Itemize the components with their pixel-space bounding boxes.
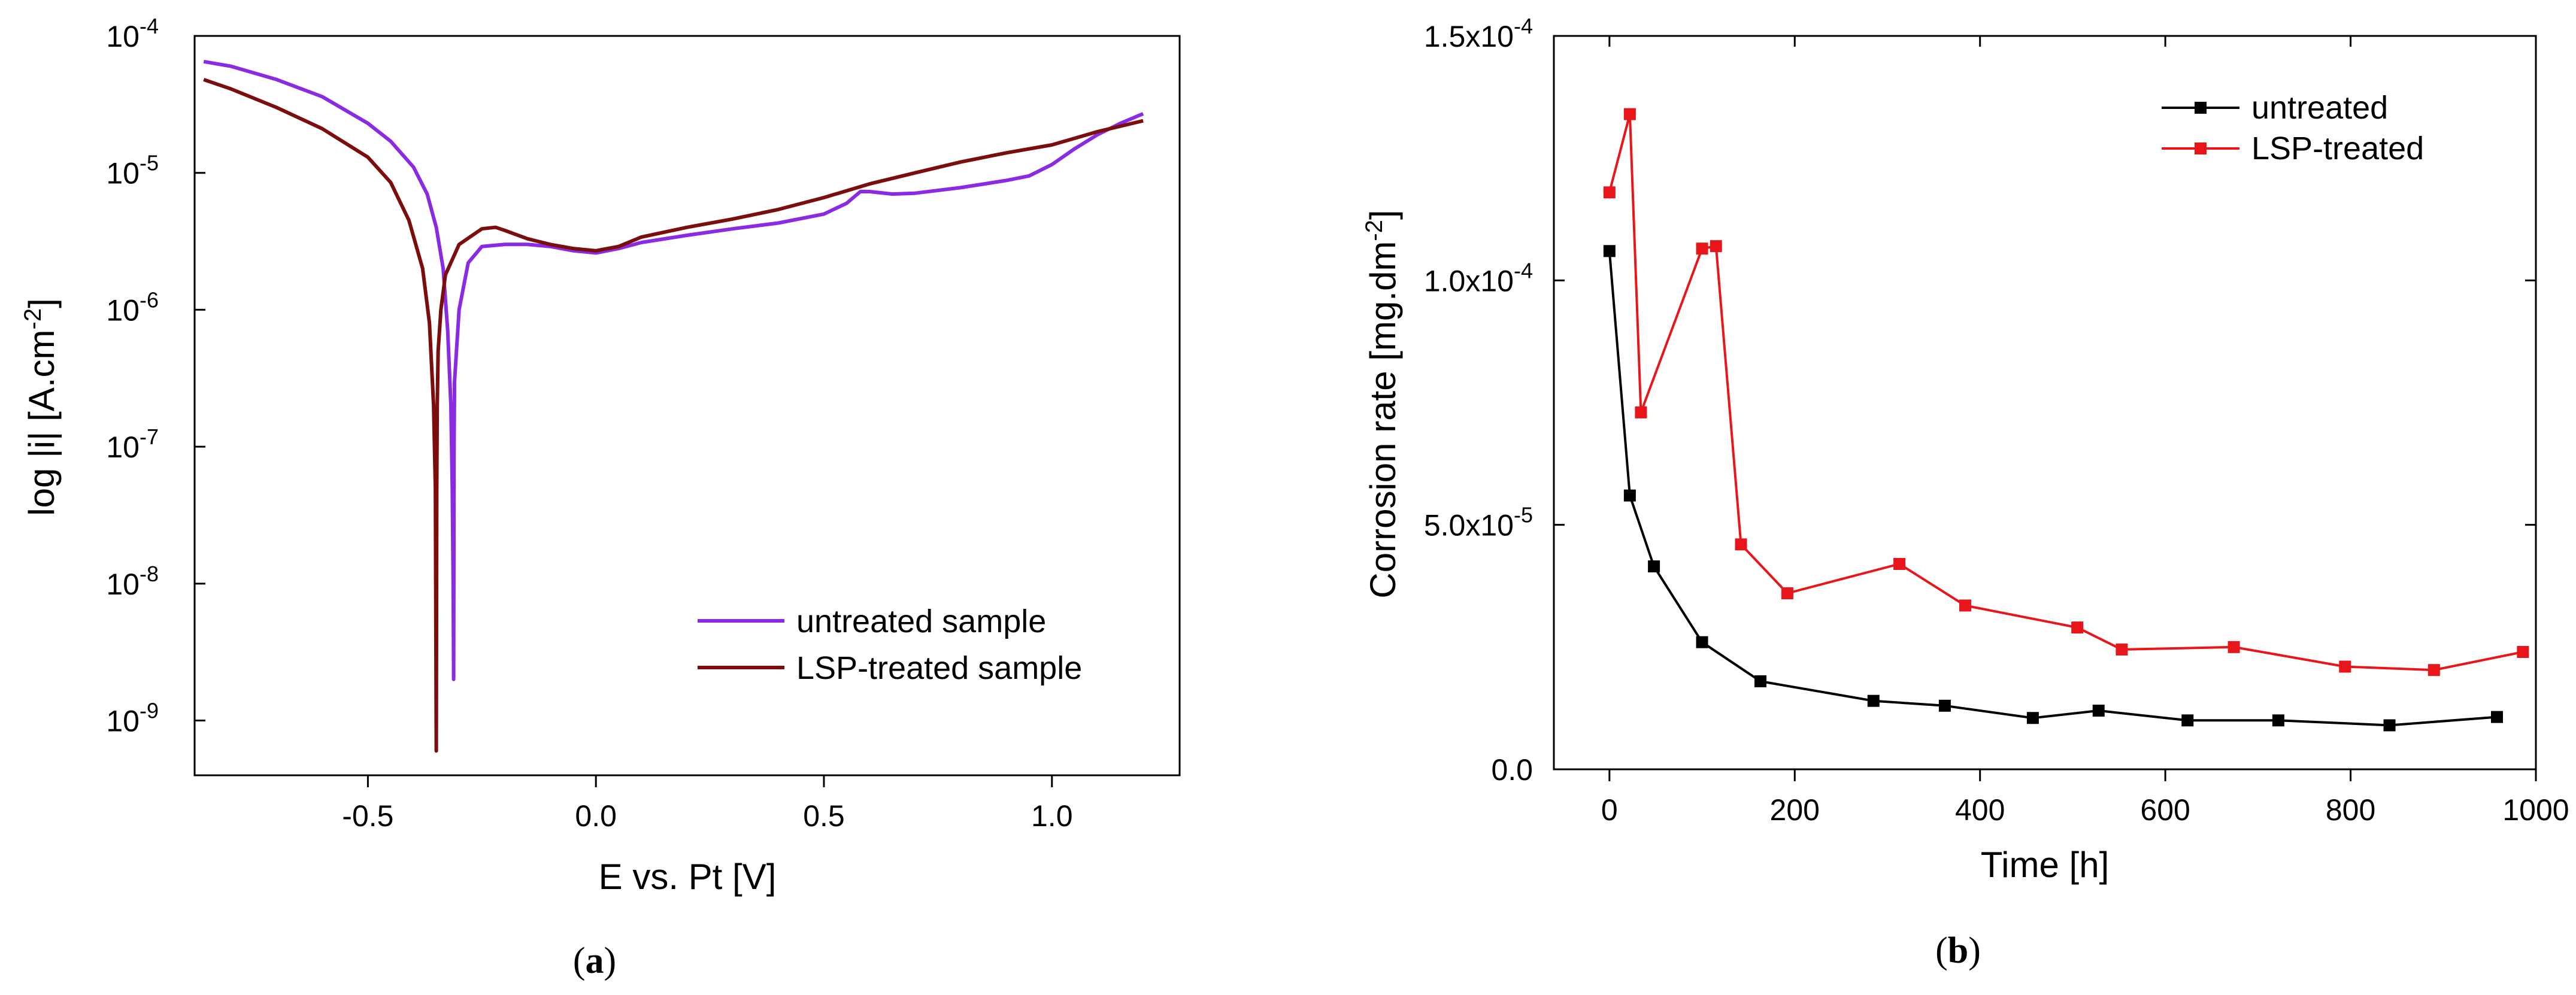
panel-a-y-ticks: 10-9 10-8 10-7 10-6 10-5 10-4 [106, 14, 205, 738]
panel-b-point-untreated [1867, 694, 1880, 707]
panel-b-legend: untreated LSP-treated [2162, 90, 2424, 166]
panel-a-x-tick-label: 1.0 [1031, 799, 1073, 833]
panel-a-y-tick-label: 10-5 [106, 151, 159, 190]
panel-a-y-tick-label: 10-8 [106, 562, 159, 601]
panel-b-point-untreated [2491, 711, 2504, 723]
panel-b-point-lsp [2427, 664, 2440, 677]
panel-b-point-lsp [1735, 538, 1747, 551]
panel-b-y-tick-label: 5.0x10-5 [1424, 503, 1533, 542]
panel-a-series [203, 59, 1144, 753]
panel-b-point-lsp [1781, 587, 1793, 599]
panel-b-series [1603, 108, 2529, 732]
panel-b-point-untreated [2026, 712, 2039, 724]
panel-b-point-untreated [1938, 699, 1951, 712]
panel-b-point-lsp [1893, 558, 1906, 570]
panel-b-y-ticks: 0.0 5.0x10-5 1.0x10-4 1.5x10-4 [1424, 14, 2536, 787]
panel-a-y-axis-title: log |i| [A.cm-2] [20, 298, 62, 516]
panel-b-y-tick-label: 1.0x10-4 [1424, 258, 1533, 298]
panel-b-series-lsp-line [1608, 113, 2523, 672]
panel-a-legend: untreated sample LSP-treated sample [698, 603, 1082, 686]
panel-b-point-lsp [1635, 406, 1647, 418]
panel-b-point-lsp [2071, 621, 2084, 634]
panel-b-point-lsp [2339, 660, 2351, 673]
panel-b-point-untreated [2181, 714, 2194, 727]
panel-a-x-tick-label: -0.5 [342, 799, 393, 833]
panel-b-x-tick-label: 400 [1955, 793, 2005, 827]
panel-b-point-untreated [2383, 719, 2396, 732]
panel-b-caption: (b) [1935, 930, 1981, 971]
panel-a-caption: (a) [573, 941, 616, 981]
panel-b-point-untreated [1603, 245, 1616, 257]
panel-a-x-ticks: -0.5 0.0 0.5 1.0 [342, 775, 1073, 833]
panel-b-corrosion-rate-chart: 0.0 5.0x10-5 1.0x10-4 1.5x10-4 0 200 400 600 80… [1361, 14, 2569, 971]
panel-a-plot-frame [193, 35, 1181, 776]
panel-a-y-tick-label: 10-6 [106, 287, 159, 327]
panel-b-x-tick-label: 600 [2140, 793, 2190, 827]
panel-b-point-untreated [2272, 714, 2284, 727]
panel-b-y-axis-title: Corrosion rate [mg.dm-2] [1361, 210, 1403, 598]
panel-a-polarization-chart: 10-9 10-8 10-7 10-6 10-5 10-4 -0.5 0.0 0.5 1.0 u… [20, 14, 1181, 981]
panel-a-y-tick-label: 10-4 [106, 14, 159, 53]
panel-b-point-untreated [2092, 705, 2105, 717]
panel-b-point-lsp [1696, 242, 1708, 255]
panel-b-point-lsp [2228, 641, 2240, 653]
panel-b-legend-label-lsp: LSP-treated [2251, 131, 2424, 166]
panel-b-y-tick-label: 0.0 [1491, 753, 1533, 787]
panel-b-point-lsp [2517, 646, 2529, 658]
panel-b-point-lsp [1710, 240, 1722, 253]
panel-b-point-lsp [1623, 108, 1636, 120]
panel-a-y-tick-label: 10-9 [106, 699, 159, 738]
panel-b-legend-marker-lsp [2195, 142, 2207, 154]
panel-b-plot-frame [1553, 35, 2537, 770]
panel-b-point-lsp [1959, 599, 1971, 612]
panel-a-legend-label-untreated: untreated sample [796, 603, 1046, 639]
panel-a-x-tick-label: 0.5 [803, 799, 845, 833]
panel-b-x-tick-label: 200 [1770, 793, 1820, 827]
panel-a-x-tick-label: 0.0 [575, 799, 617, 833]
panel-b-legend-label-untreated: untreated [2251, 90, 2388, 126]
panel-b-point-untreated [1648, 560, 1660, 573]
panel-b-x-tick-label: 800 [2326, 793, 2375, 827]
panel-b-point-lsp [1603, 186, 1616, 199]
panel-b-point-untreated [1623, 489, 1636, 502]
panel-a-series-lsp-line [203, 78, 1144, 753]
panel-b-point-lsp [2116, 643, 2128, 656]
panel-a-y-tick-label: 10-7 [106, 424, 159, 464]
panel-b-x-axis-title: Time [h] [1981, 845, 2109, 885]
panel-b-legend-marker-untreated [2195, 102, 2207, 114]
panel-b-x-tick-label: 1000 [2502, 793, 2569, 827]
panel-b-point-untreated [1696, 636, 1708, 648]
panel-b-point-untreated [1754, 675, 1767, 687]
panel-b-x-ticks: 0 200 400 600 800 1000 [1601, 36, 2569, 827]
panel-b-y-tick-label: 1.5x10-4 [1424, 14, 1533, 53]
panel-a-x-axis-title: E vs. Pt [V] [599, 857, 777, 897]
panel-b-series-untreated-line [1608, 251, 2498, 727]
panel-a-series-untreated-line [203, 59, 1144, 681]
panel-b-x-tick-label: 0 [1601, 793, 1618, 827]
panel-a-legend-label-lsp: LSP-treated sample [796, 650, 1082, 686]
